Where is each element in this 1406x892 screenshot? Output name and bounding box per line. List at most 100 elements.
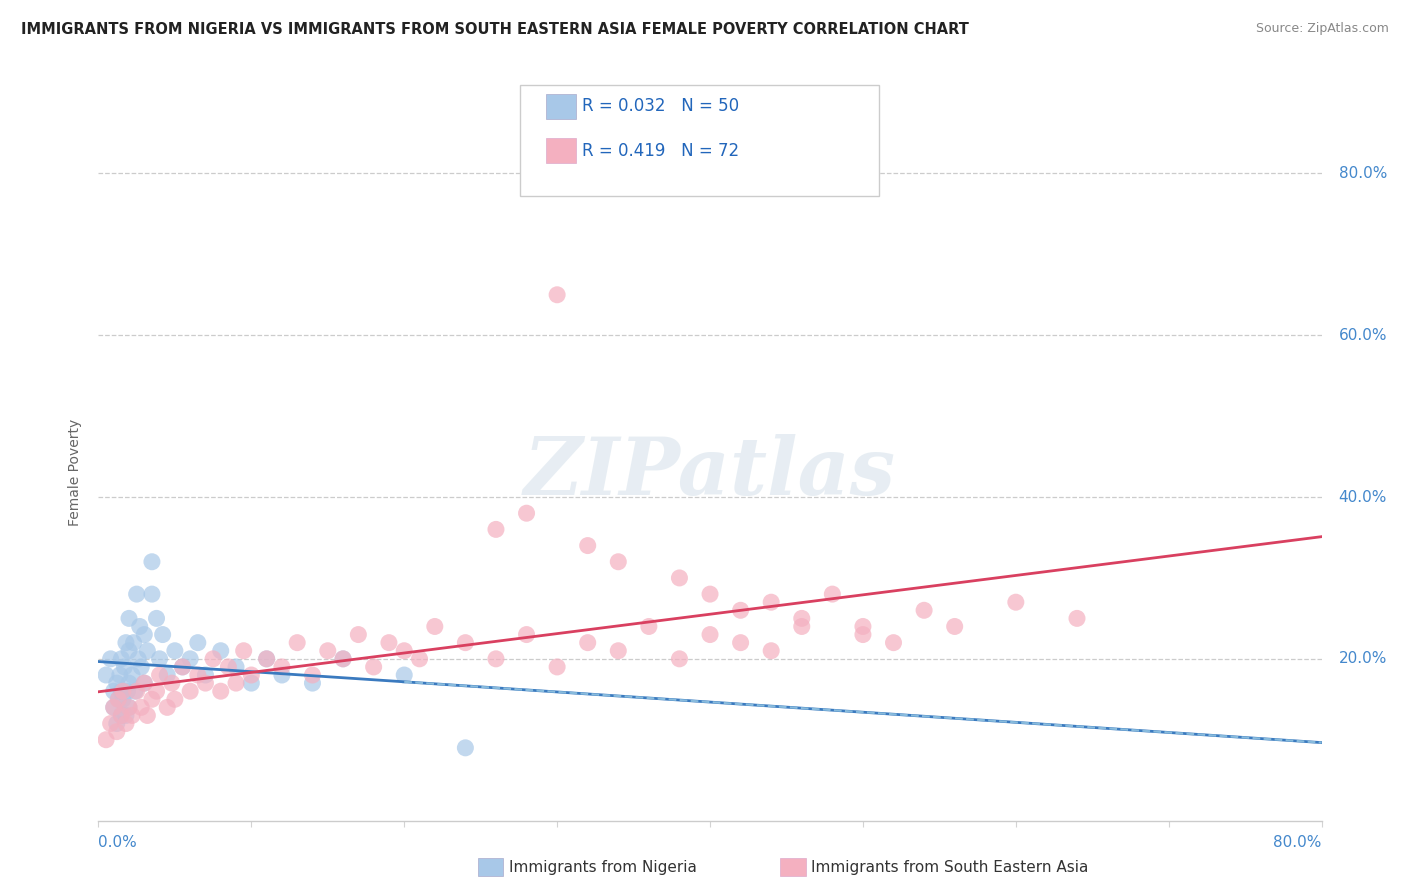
Point [637,619,661,633]
Point [285,635,308,649]
Point [121,708,143,723]
Point [94,668,117,682]
Point [668,652,690,666]
Text: Source: ZipAtlas.com: Source: ZipAtlas.com [1256,22,1389,36]
Point [485,652,508,666]
Point [94,732,117,747]
Point [759,595,782,609]
Point [516,506,538,520]
Point [454,635,477,649]
Point [156,700,179,714]
Point [225,676,247,690]
Point [105,676,128,690]
Point [821,587,844,601]
Point [378,635,401,649]
Point [187,668,209,682]
Point [546,660,568,674]
Point [668,571,690,585]
Point [117,684,139,698]
Point [332,652,354,666]
Point [576,635,599,649]
Point [209,684,232,698]
Point [256,652,278,666]
Text: R = 0.032   N = 50: R = 0.032 N = 50 [582,97,740,115]
Point [136,644,159,658]
Point [160,676,183,690]
Point [118,700,141,714]
Point [112,660,135,674]
Point [852,619,875,633]
Point [156,668,179,682]
Text: R = 0.419   N = 72: R = 0.419 N = 72 [582,142,740,160]
Point [110,652,132,666]
Point [1004,595,1026,609]
Point [943,619,966,633]
Point [485,522,508,536]
Point [699,587,721,601]
Point [134,676,156,690]
Point [121,668,143,682]
Point [576,539,599,553]
Point [912,603,935,617]
Point [122,635,145,649]
Point [217,660,239,674]
Text: 80.0%: 80.0% [1274,836,1322,850]
Text: 20.0%: 20.0% [1339,651,1386,666]
Point [107,692,129,706]
Text: 0.0%: 0.0% [98,836,138,850]
Point [111,692,134,706]
Point [149,668,172,682]
Point [232,644,254,658]
Point [100,716,122,731]
Point [301,668,323,682]
Point [125,684,148,698]
Point [103,684,125,698]
Point [118,676,141,690]
Point [454,740,477,755]
Point [202,652,225,666]
Point [141,692,163,706]
Point [1066,611,1088,625]
Point [516,627,538,641]
Point [124,684,146,698]
Point [730,635,752,649]
Point [256,652,278,666]
Point [607,644,630,658]
Text: Immigrants from South Eastern Asia: Immigrants from South Eastern Asia [811,860,1088,874]
Point [141,587,163,601]
Text: ZIPatlas: ZIPatlas [524,434,896,511]
Point [110,708,132,723]
Point [118,611,141,625]
Point [270,660,292,674]
Point [187,635,209,649]
Point [118,700,141,714]
Point [103,700,125,714]
Point [129,660,152,674]
Point [115,716,138,731]
Point [730,603,752,617]
Point [546,287,568,301]
Point [852,627,875,641]
Point [107,692,129,706]
Point [316,644,339,658]
Point [100,652,122,666]
Point [240,668,263,682]
Text: 40.0%: 40.0% [1339,490,1386,505]
Text: Immigrants from Nigeria: Immigrants from Nigeria [509,860,697,874]
Point [128,619,150,633]
Point [103,700,125,714]
Point [172,660,194,674]
Point [240,676,263,690]
Point [607,555,630,569]
Point [347,627,370,641]
Point [172,660,194,674]
Point [152,627,174,641]
Point [110,684,132,698]
Point [145,684,167,698]
Point [423,619,446,633]
Point [759,644,782,658]
Point [179,652,201,666]
Point [301,676,323,690]
Text: 60.0%: 60.0% [1339,327,1386,343]
Point [105,724,128,739]
